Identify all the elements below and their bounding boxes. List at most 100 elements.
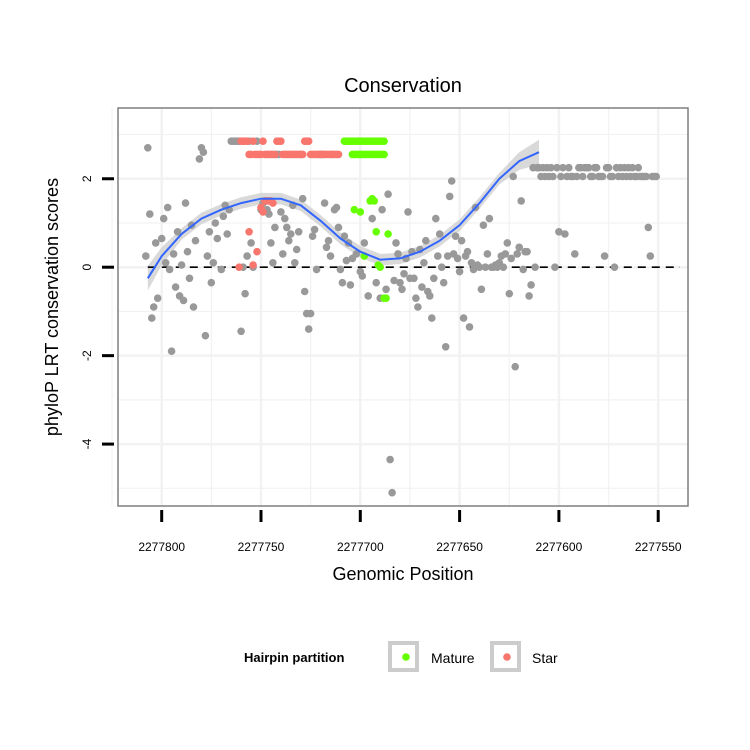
point-other (432, 214, 440, 223)
point-other (294, 228, 303, 236)
point-other (342, 256, 351, 265)
point-other (437, 263, 446, 272)
point-other (336, 265, 345, 274)
point-other (400, 270, 408, 278)
point-other (549, 172, 557, 181)
point-other (547, 163, 555, 172)
point-other (477, 285, 486, 294)
point-other (159, 214, 168, 223)
point-other (479, 221, 488, 229)
point-other (384, 190, 392, 198)
point-other (211, 219, 220, 227)
point-other (237, 327, 245, 336)
plot-panel-border (117, 107, 689, 507)
point-other (499, 263, 508, 272)
point-other (600, 252, 609, 260)
point-other (213, 234, 222, 243)
point-other (148, 314, 156, 322)
point-other (447, 177, 456, 185)
point-other (360, 239, 369, 247)
x-axis-label: Genomic Position (332, 564, 473, 584)
point-other (396, 278, 404, 287)
point-other (418, 283, 426, 291)
point-star (277, 137, 285, 145)
point-other (241, 289, 249, 298)
point-other (428, 314, 436, 322)
point-star (298, 150, 307, 159)
point-other (338, 278, 347, 287)
point-other (652, 172, 660, 181)
point-other (559, 163, 567, 172)
point-other (326, 252, 335, 260)
point-other (247, 239, 255, 247)
point-other (390, 276, 398, 285)
point-other (430, 274, 438, 283)
point-other (634, 163, 643, 172)
legend: Hairpin partition Mature Star (244, 641, 558, 672)
legend-label-mature: Mature (431, 650, 475, 666)
grid-lines (111, 108, 688, 506)
point-other (146, 210, 154, 218)
x-tick-label: 2277750 (238, 540, 285, 554)
point-other (592, 163, 601, 172)
y-axis: 2 0 -2 -4 (80, 175, 114, 449)
legend-title: Hairpin partition (244, 650, 344, 665)
point-other (515, 243, 523, 252)
point-other (513, 250, 521, 258)
point-other (203, 252, 212, 260)
point-other (414, 303, 422, 311)
legend-dot-star (503, 653, 511, 661)
point-star (259, 208, 267, 216)
point-other (199, 148, 208, 156)
legend-label-star: Star (532, 650, 558, 666)
point-other (205, 228, 214, 236)
legend-dot-mature (402, 653, 410, 661)
point-other (463, 247, 472, 256)
point-other (598, 172, 607, 181)
point-other (435, 230, 444, 238)
point-other (306, 309, 315, 318)
point-other (465, 323, 474, 331)
point-star (249, 137, 257, 145)
point-other (163, 203, 172, 212)
point-other (167, 347, 176, 356)
point-other (439, 278, 448, 287)
point-other (265, 210, 273, 218)
point-other (201, 331, 210, 340)
point-other (527, 281, 535, 289)
point-other (181, 199, 190, 207)
point-mature (370, 197, 379, 205)
point-other (457, 236, 466, 245)
point-other (571, 250, 579, 258)
point-other (153, 294, 162, 303)
point-other (291, 259, 299, 267)
point-other (525, 292, 533, 300)
x-tick-label: 2277600 (536, 540, 583, 554)
point-other (285, 236, 293, 245)
point-other (509, 172, 517, 181)
smooth-trend-line (146, 151, 540, 279)
point-other (382, 285, 390, 294)
point-star (271, 150, 279, 159)
x-tick-label: 2277700 (337, 540, 384, 554)
point-mature (382, 294, 390, 303)
point-other (223, 230, 231, 238)
point-mature (384, 230, 392, 238)
point-other (485, 214, 494, 223)
point-other (573, 172, 581, 181)
point-other (340, 232, 349, 240)
point-other (507, 254, 515, 263)
point-other (279, 250, 287, 258)
point-other (171, 283, 180, 291)
data-points (142, 137, 660, 497)
point-star (235, 263, 243, 272)
point-star (253, 247, 261, 256)
point-other (565, 163, 573, 172)
point-other (358, 272, 367, 280)
point-other (165, 265, 174, 274)
point-other (292, 245, 301, 254)
point-other (352, 250, 361, 258)
point-other (191, 236, 200, 245)
point-other (422, 236, 430, 245)
point-star (245, 228, 253, 236)
